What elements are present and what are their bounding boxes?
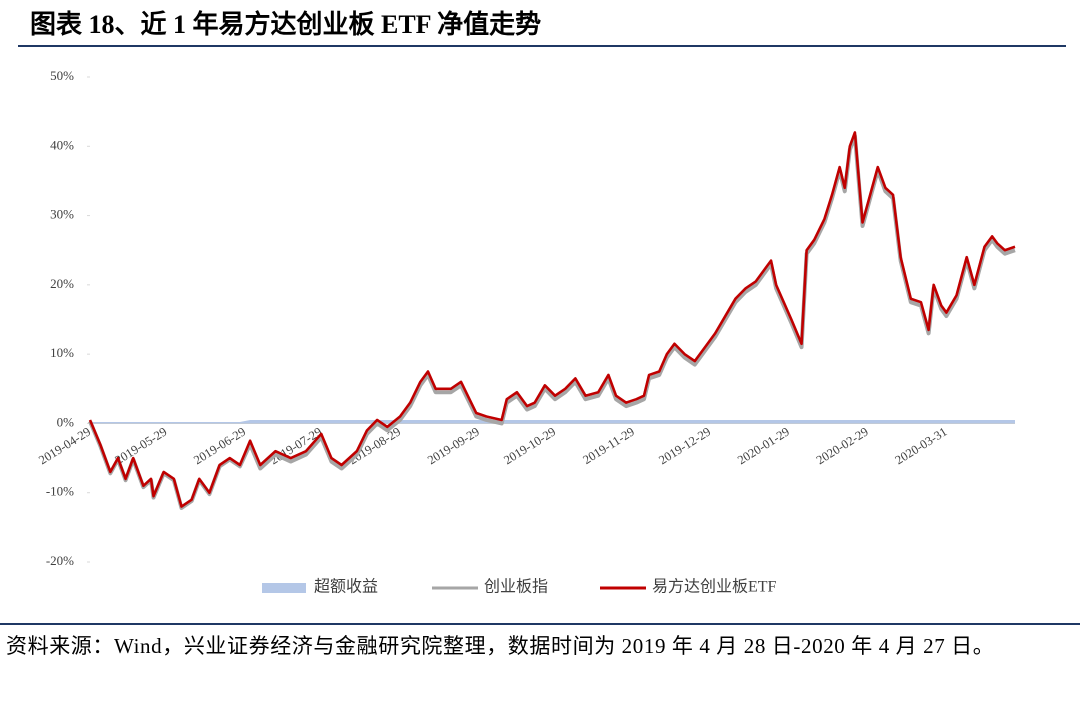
chart-title: 图表 18、近 1 年易方达创业板 ETF 净值走势: [30, 9, 541, 39]
x-tick-label: 2020-01-29: [735, 425, 792, 468]
x-tick-label: 2019-11-29: [580, 425, 636, 468]
series-line: [88, 131, 1016, 508]
x-tick-label: 2019-05-29: [112, 425, 169, 468]
x-tick-label: 2020-02-29: [814, 425, 871, 468]
x-tick-label: 2019-12-29: [656, 425, 713, 468]
series-line: [88, 133, 1016, 510]
x-tick-label: 2019-04-29: [36, 425, 93, 468]
y-tick-label: 10%: [50, 345, 74, 360]
source-note: 资料来源：Wind，兴业证券经济与金融研究院整理，数据时间为 2019 年 4 …: [6, 634, 995, 658]
x-tick-label: 2019-10-29: [501, 425, 558, 468]
chart: 图表 18、近 1 年易方达创业板 ETF 净值走势 -20% -10% 0% 10%…: [0, 9, 1080, 625]
x-tick-label: 2019-08-29: [346, 425, 403, 468]
excess-area: [90, 419, 1015, 424]
x-tick-label: 2020-03-31: [893, 425, 950, 468]
legend-label: 超额收益: [314, 578, 378, 596]
x-tick-label: 2019-06-29: [191, 425, 248, 468]
x-tick-label: 2019-09-29: [425, 425, 482, 468]
y-tick-label: 20%: [50, 276, 74, 291]
y-tick-label: 40%: [50, 137, 74, 152]
y-tick-label: 30%: [50, 207, 74, 222]
legend-label: 易方达创业板ETF: [652, 578, 777, 596]
legend-swatch: [262, 583, 306, 593]
y-tick-label: -10%: [46, 484, 74, 499]
y-tick-label: -20%: [46, 553, 74, 568]
legend-label: 创业板指: [484, 578, 548, 596]
y-tick-label: 0%: [57, 414, 75, 429]
y-tick-label: 50%: [50, 68, 74, 83]
